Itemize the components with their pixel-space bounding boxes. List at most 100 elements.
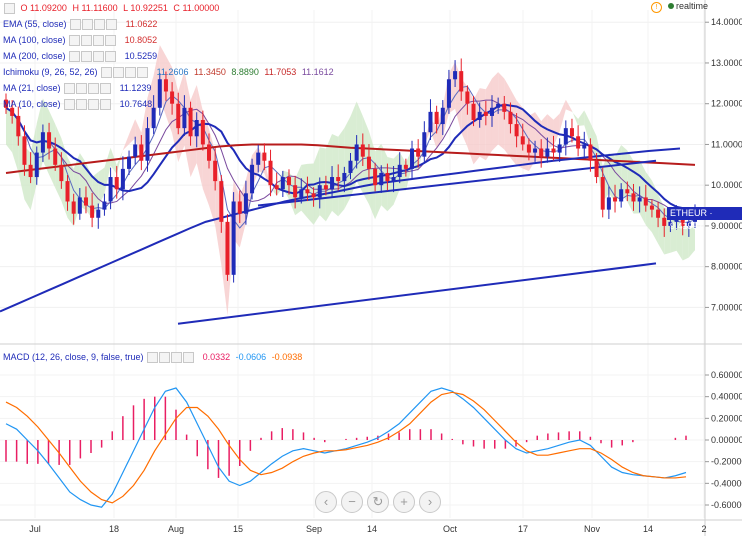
indicator-name: MA (21, close) <box>3 83 61 93</box>
candle-body <box>489 107 494 116</box>
indicator-value: 10.7648 <box>119 99 153 109</box>
cloud-segment <box>165 55 173 134</box>
legend-ma21[interactable]: MA (21, close) 11.1239 <box>3 82 152 95</box>
add-icon[interactable] <box>88 83 100 95</box>
add-icon[interactable] <box>171 352 183 364</box>
time-tick-label: Nov <box>584 524 601 534</box>
eye-icon[interactable] <box>69 51 81 63</box>
candle-body <box>323 185 328 190</box>
cloud-segment <box>98 167 105 207</box>
candle-body <box>520 136 525 145</box>
eye-icon[interactable] <box>64 99 76 111</box>
candle-body <box>65 181 70 202</box>
candle-body <box>71 201 76 214</box>
legend-ichimoku[interactable]: Ichimoku (9, 26, 52, 26) 11.2606 11.3450… <box>3 66 334 79</box>
close-icon[interactable] <box>183 352 195 364</box>
macd-value: 0.0332 <box>202 352 231 362</box>
candle-body <box>557 144 562 153</box>
candle-body <box>243 193 248 214</box>
candle-body <box>145 128 150 161</box>
settings-icon[interactable] <box>113 67 125 79</box>
candle-body <box>354 144 359 161</box>
cloud-segment <box>307 163 314 225</box>
cloud-segment <box>381 143 388 212</box>
close-icon[interactable] <box>105 35 117 47</box>
chevron-right-icon[interactable]: › <box>419 491 441 513</box>
close-icon[interactable] <box>105 51 117 63</box>
trendline-lower <box>177 262 657 325</box>
zoom-in-icon[interactable]: + <box>393 491 415 513</box>
settings-icon[interactable] <box>159 352 171 364</box>
eye-icon[interactable] <box>69 35 81 47</box>
eye-icon[interactable] <box>147 352 159 364</box>
add-icon[interactable] <box>93 35 105 47</box>
add-icon[interactable] <box>125 67 137 79</box>
candle-body <box>139 144 144 161</box>
candle-body <box>643 197 648 206</box>
settings-icon[interactable] <box>81 51 93 63</box>
indicator-lines <box>0 85 696 325</box>
candle-body <box>453 71 458 80</box>
close-icon[interactable] <box>137 67 149 79</box>
candle-body <box>330 177 335 190</box>
candle-body <box>606 197 611 210</box>
cloud-segment <box>368 131 376 220</box>
settings-icon[interactable] <box>76 83 88 95</box>
legend-ma100[interactable]: MA (100, close) 10.8052 <box>3 34 158 47</box>
close-icon[interactable] <box>106 19 118 31</box>
price-tick-label: 7.00000 <box>711 302 742 312</box>
cloud-segment <box>221 194 228 316</box>
eye-icon[interactable] <box>70 19 82 31</box>
candle-body <box>200 120 205 145</box>
candle-body <box>545 148 550 157</box>
macd-value: -0.0938 <box>271 352 303 362</box>
cloud-segment <box>559 99 566 132</box>
indicator-value: 10.8052 <box>124 35 158 45</box>
close-icon[interactable] <box>100 83 112 95</box>
macd-tick-label: 0.60000 <box>711 370 742 380</box>
zoom-out-icon[interactable]: − <box>341 491 363 513</box>
legend-ema55[interactable]: EMA (55, close) 11.0622 <box>3 18 157 31</box>
ohlc-h-label: H <box>72 3 79 13</box>
indicator-value: 11.1239 <box>119 83 152 93</box>
chevron-left-icon[interactable]: ‹ <box>315 491 337 513</box>
ma200-line <box>0 147 681 313</box>
cloud-segment <box>301 163 308 218</box>
info-icon[interactable]: ! <box>651 2 662 13</box>
realtime-label: realtime <box>676 1 709 11</box>
settings-icon[interactable] <box>81 35 93 47</box>
cloud-segment <box>688 226 695 258</box>
settings-icon[interactable] <box>82 19 94 31</box>
reset-icon[interactable]: ↻ <box>367 491 389 513</box>
candle-body <box>465 91 470 104</box>
macd-tick-label: -0.60000 <box>711 500 742 510</box>
price-tick-label: 8.00000 <box>711 262 742 272</box>
cloud-segment <box>350 101 357 198</box>
cloud-segment <box>55 124 62 201</box>
close-icon[interactable] <box>100 99 112 111</box>
candle-body <box>625 189 630 194</box>
candle-body <box>533 148 538 153</box>
cloud-segment <box>30 123 37 211</box>
add-icon[interactable] <box>88 99 100 111</box>
candle-body <box>459 71 464 92</box>
candle-body <box>77 197 82 214</box>
candle-body <box>16 115 21 137</box>
candle-body <box>680 217 685 226</box>
cloud-segment <box>6 107 13 153</box>
settings-icon[interactable] <box>76 99 88 111</box>
eye-icon[interactable] <box>64 83 76 95</box>
time-tick-label: 17 <box>518 524 528 534</box>
checkbox-icon[interactable] <box>4 3 15 15</box>
add-icon[interactable] <box>94 19 106 31</box>
eye-icon[interactable] <box>101 67 113 79</box>
legend-ma10[interactable]: MA (10, close) 10.7648 <box>3 98 153 111</box>
candle-body <box>686 221 691 226</box>
legend-macd[interactable]: MACD (12, 26, close, 9, false, true) 0.0… <box>3 351 303 364</box>
macd-tick-label: 0.20000 <box>711 413 742 423</box>
legend-ma200[interactable]: MA (200, close) 10.5259 <box>3 50 157 63</box>
cloud-segment <box>387 157 394 212</box>
candle-body <box>471 103 476 120</box>
add-icon[interactable] <box>93 51 105 63</box>
